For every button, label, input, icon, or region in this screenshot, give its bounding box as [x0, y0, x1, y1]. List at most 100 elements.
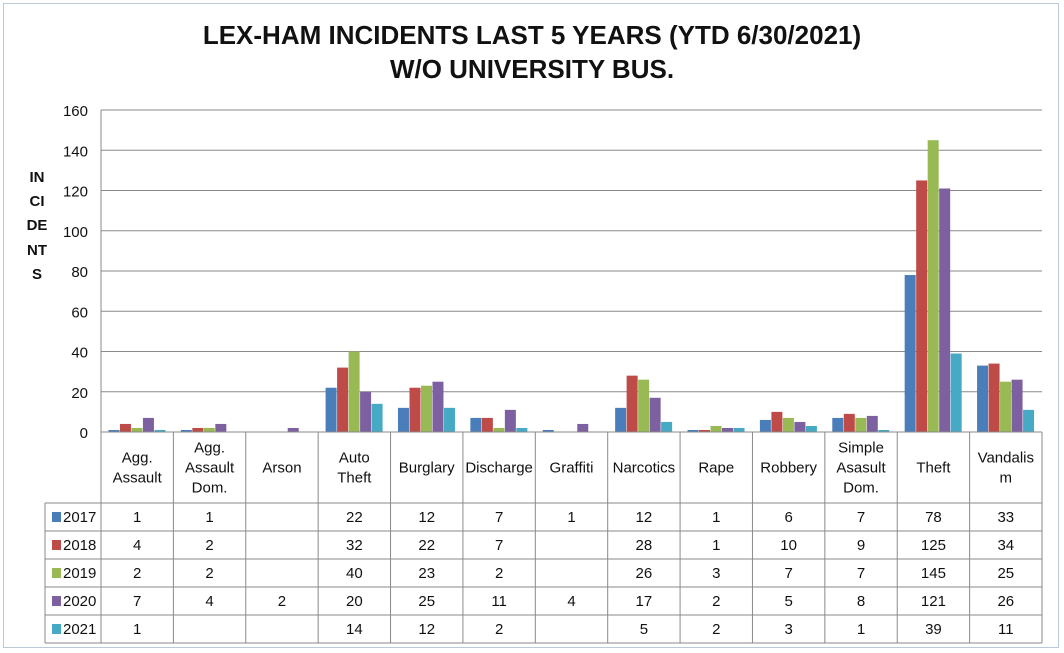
category-label: Asasult — [836, 460, 886, 477]
category-label: Discharge — [465, 460, 533, 477]
category-label: Auto — [339, 450, 370, 467]
data-table-value: 5 — [640, 621, 648, 638]
bar-2020 — [215, 423, 227, 432]
data-table-value: 121 — [921, 593, 946, 610]
data-table-value: 12 — [636, 509, 653, 526]
bar-2019 — [493, 427, 505, 432]
y-tick-label: 20 — [71, 385, 88, 402]
data-table-value: 4 — [133, 537, 141, 554]
bar-2020 — [1011, 379, 1023, 432]
bar-2017 — [687, 429, 699, 432]
bar-2018 — [916, 180, 928, 432]
data-table-value: 1 — [133, 509, 141, 526]
legend-swatch-2021 — [52, 624, 61, 634]
data-table-value: 26 — [997, 593, 1014, 610]
bar-2021 — [443, 407, 455, 432]
chart-frame — [3, 3, 1059, 648]
data-table-value: 145 — [921, 565, 946, 582]
data-table-value: 4 — [205, 593, 213, 610]
bar-2018 — [409, 387, 421, 432]
data-table-value: 25 — [997, 565, 1014, 582]
data-table-value: 7 — [495, 509, 503, 526]
bar-2019 — [638, 379, 650, 432]
bar-2017 — [325, 387, 337, 432]
data-table-value: 2 — [205, 537, 213, 554]
bar-2017 — [832, 417, 844, 432]
data-table-value: 7 — [857, 509, 865, 526]
bar-2021 — [805, 425, 817, 432]
data-table-value: 20 — [346, 593, 363, 610]
legend-label: 2019 — [63, 565, 96, 582]
legend-swatch-2019 — [52, 568, 61, 578]
bar-2019 — [348, 351, 360, 432]
category-label: m — [1000, 470, 1013, 487]
category-label: Theft — [916, 460, 951, 477]
bar-2021 — [1023, 409, 1035, 432]
bar-2017 — [977, 365, 989, 432]
bar-2020 — [432, 381, 444, 432]
bar-2018 — [119, 423, 131, 432]
data-table-value: 2 — [205, 565, 213, 582]
data-table-value: 4 — [567, 593, 575, 610]
y-tick-label: 100 — [63, 224, 88, 241]
category-label: Simple — [838, 440, 884, 457]
data-table-value: 2 — [495, 565, 503, 582]
data-table-value: 7 — [784, 565, 792, 582]
bar-2017 — [470, 417, 482, 432]
category-label: Arson — [262, 460, 301, 477]
data-table-value: 25 — [418, 593, 435, 610]
data-table-value: 23 — [418, 565, 435, 582]
bar-2020 — [722, 427, 734, 432]
bar-2019 — [927, 140, 939, 432]
bar-2017 — [615, 407, 627, 432]
data-table-value: 10 — [780, 537, 797, 554]
y-tick-label: 140 — [63, 143, 88, 160]
y-tick-label: 160 — [63, 103, 88, 120]
bar-2019 — [203, 427, 215, 432]
bar-2018 — [988, 363, 1000, 432]
bar-2021 — [154, 429, 166, 432]
data-table-value: 39 — [925, 621, 942, 638]
data-table-value: 1 — [712, 537, 720, 554]
data-table-value: 2 — [133, 565, 141, 582]
data-table-value: 7 — [857, 565, 865, 582]
category-label: Dom. — [192, 480, 228, 497]
category-label: Robbery — [760, 460, 817, 477]
data-table-value: 32 — [346, 537, 363, 554]
category-label: Vandalis — [978, 450, 1034, 467]
data-table-value: 26 — [636, 565, 653, 582]
bar-2020 — [287, 427, 299, 432]
category-label: Theft — [337, 470, 372, 487]
data-table-value: 125 — [921, 537, 946, 554]
bar-2019 — [855, 417, 867, 432]
data-table-value: 7 — [495, 537, 503, 554]
category-label: Agg. — [122, 450, 153, 467]
bar-2021 — [516, 427, 528, 432]
data-table-value: 1 — [133, 621, 141, 638]
category-label: Assault — [185, 460, 235, 477]
bar-2020 — [577, 423, 589, 432]
data-table-value: 11 — [491, 593, 507, 610]
data-table-value: 1 — [857, 621, 865, 638]
bar-2017 — [180, 429, 192, 432]
bar-2020 — [360, 391, 372, 432]
data-table-value: 33 — [997, 509, 1014, 526]
data-table-value: 11 — [998, 621, 1014, 638]
category-label: Narcotics — [613, 460, 676, 477]
data-table-value: 22 — [346, 509, 363, 526]
category-label: Assault — [113, 470, 163, 487]
data-table-value: 9 — [857, 537, 865, 554]
bar-2018 — [626, 375, 638, 432]
y-tick-label: 80 — [71, 264, 88, 281]
data-table-value: 2 — [712, 593, 720, 610]
legend-swatch-2020 — [52, 596, 61, 606]
bar-2018 — [699, 429, 711, 432]
data-table-value: 5 — [784, 593, 792, 610]
bar-2021 — [733, 427, 745, 432]
data-table-value: 6 — [784, 509, 792, 526]
legend-label: 2020 — [63, 593, 96, 610]
bar-2020 — [794, 421, 806, 432]
bar-2021 — [950, 353, 962, 432]
category-label: Rape — [698, 460, 734, 477]
